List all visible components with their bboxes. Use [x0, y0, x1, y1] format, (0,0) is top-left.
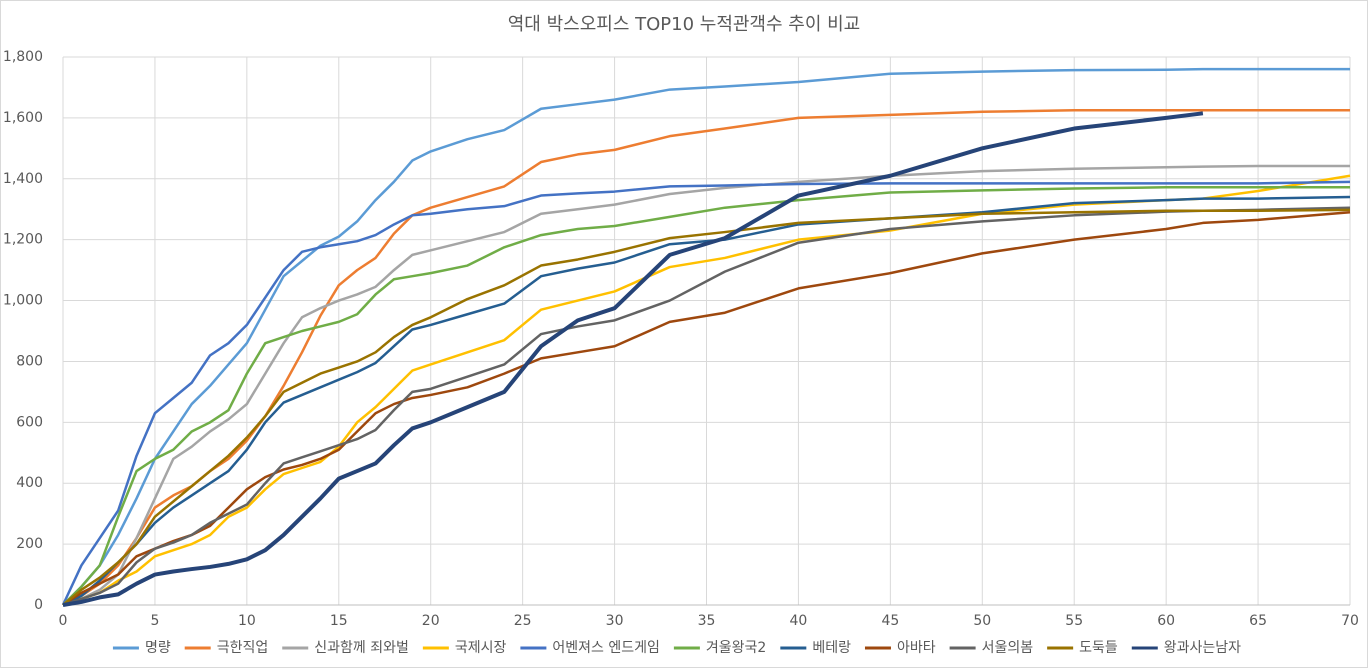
legend-label: 신과함께 죄와벌 [314, 640, 409, 656]
legend-label: 극한직업 [217, 640, 269, 656]
chart-title: 역대 박스오피스 TOP10 누적관객수 추이 비교 [508, 14, 861, 35]
legend-label: 어벤져스 엔드게임 [552, 640, 660, 656]
series-line [62, 164, 1350, 607]
series-line [62, 186, 1350, 606]
x-tick-label: 15 [330, 613, 348, 629]
x-tick-label: 40 [790, 613, 808, 629]
legend-label: 베테랑 [812, 640, 851, 656]
x-tick-label: 25 [514, 613, 532, 629]
x-tick-label: 10 [238, 613, 256, 629]
x-tick-label: 70 [1341, 613, 1359, 629]
x-tick-label: 55 [1065, 613, 1083, 629]
legend-label: 왕과사는남자 [1164, 640, 1241, 656]
legend-label: 서울의봄 [982, 640, 1034, 656]
y-tick-label: 800 [16, 353, 43, 369]
y-tick-label: 1,200 [3, 232, 43, 248]
y-tick-label: 200 [16, 536, 43, 552]
y-tick-label: 0 [34, 597, 43, 613]
y-tick-label: 1,000 [3, 293, 43, 309]
series-line [62, 206, 1351, 607]
series-line [62, 111, 1204, 607]
series-line [62, 109, 1350, 607]
x-tick-label: 65 [1249, 613, 1267, 629]
x-tick-label: 60 [1157, 613, 1175, 629]
x-tick-label: 50 [973, 613, 991, 629]
series-line [62, 67, 1350, 606]
y-tick-label: 400 [16, 475, 43, 491]
y-tick-label: 1,800 [3, 49, 43, 65]
x-tick-label: 45 [881, 613, 899, 629]
legend-label: 명량 [145, 640, 171, 656]
legend-label: 겨울왕국2 [706, 640, 766, 656]
legend-label: 도둑들 [1079, 640, 1118, 656]
x-tick-label: 5 [150, 613, 159, 629]
y-tick-label: 1,600 [3, 110, 43, 126]
x-tick-label: 35 [698, 613, 716, 629]
x-tick-label: 0 [59, 613, 68, 629]
series-line [61, 180, 1351, 606]
x-tick-label: 20 [422, 613, 440, 629]
series-line [62, 208, 1351, 606]
legend-label: 국제시장 [455, 640, 507, 656]
legend-label: 아바타 [897, 640, 936, 656]
y-tick-label: 600 [16, 414, 43, 430]
x-tick-label: 30 [606, 613, 624, 629]
y-tick-label: 1,400 [3, 171, 43, 187]
